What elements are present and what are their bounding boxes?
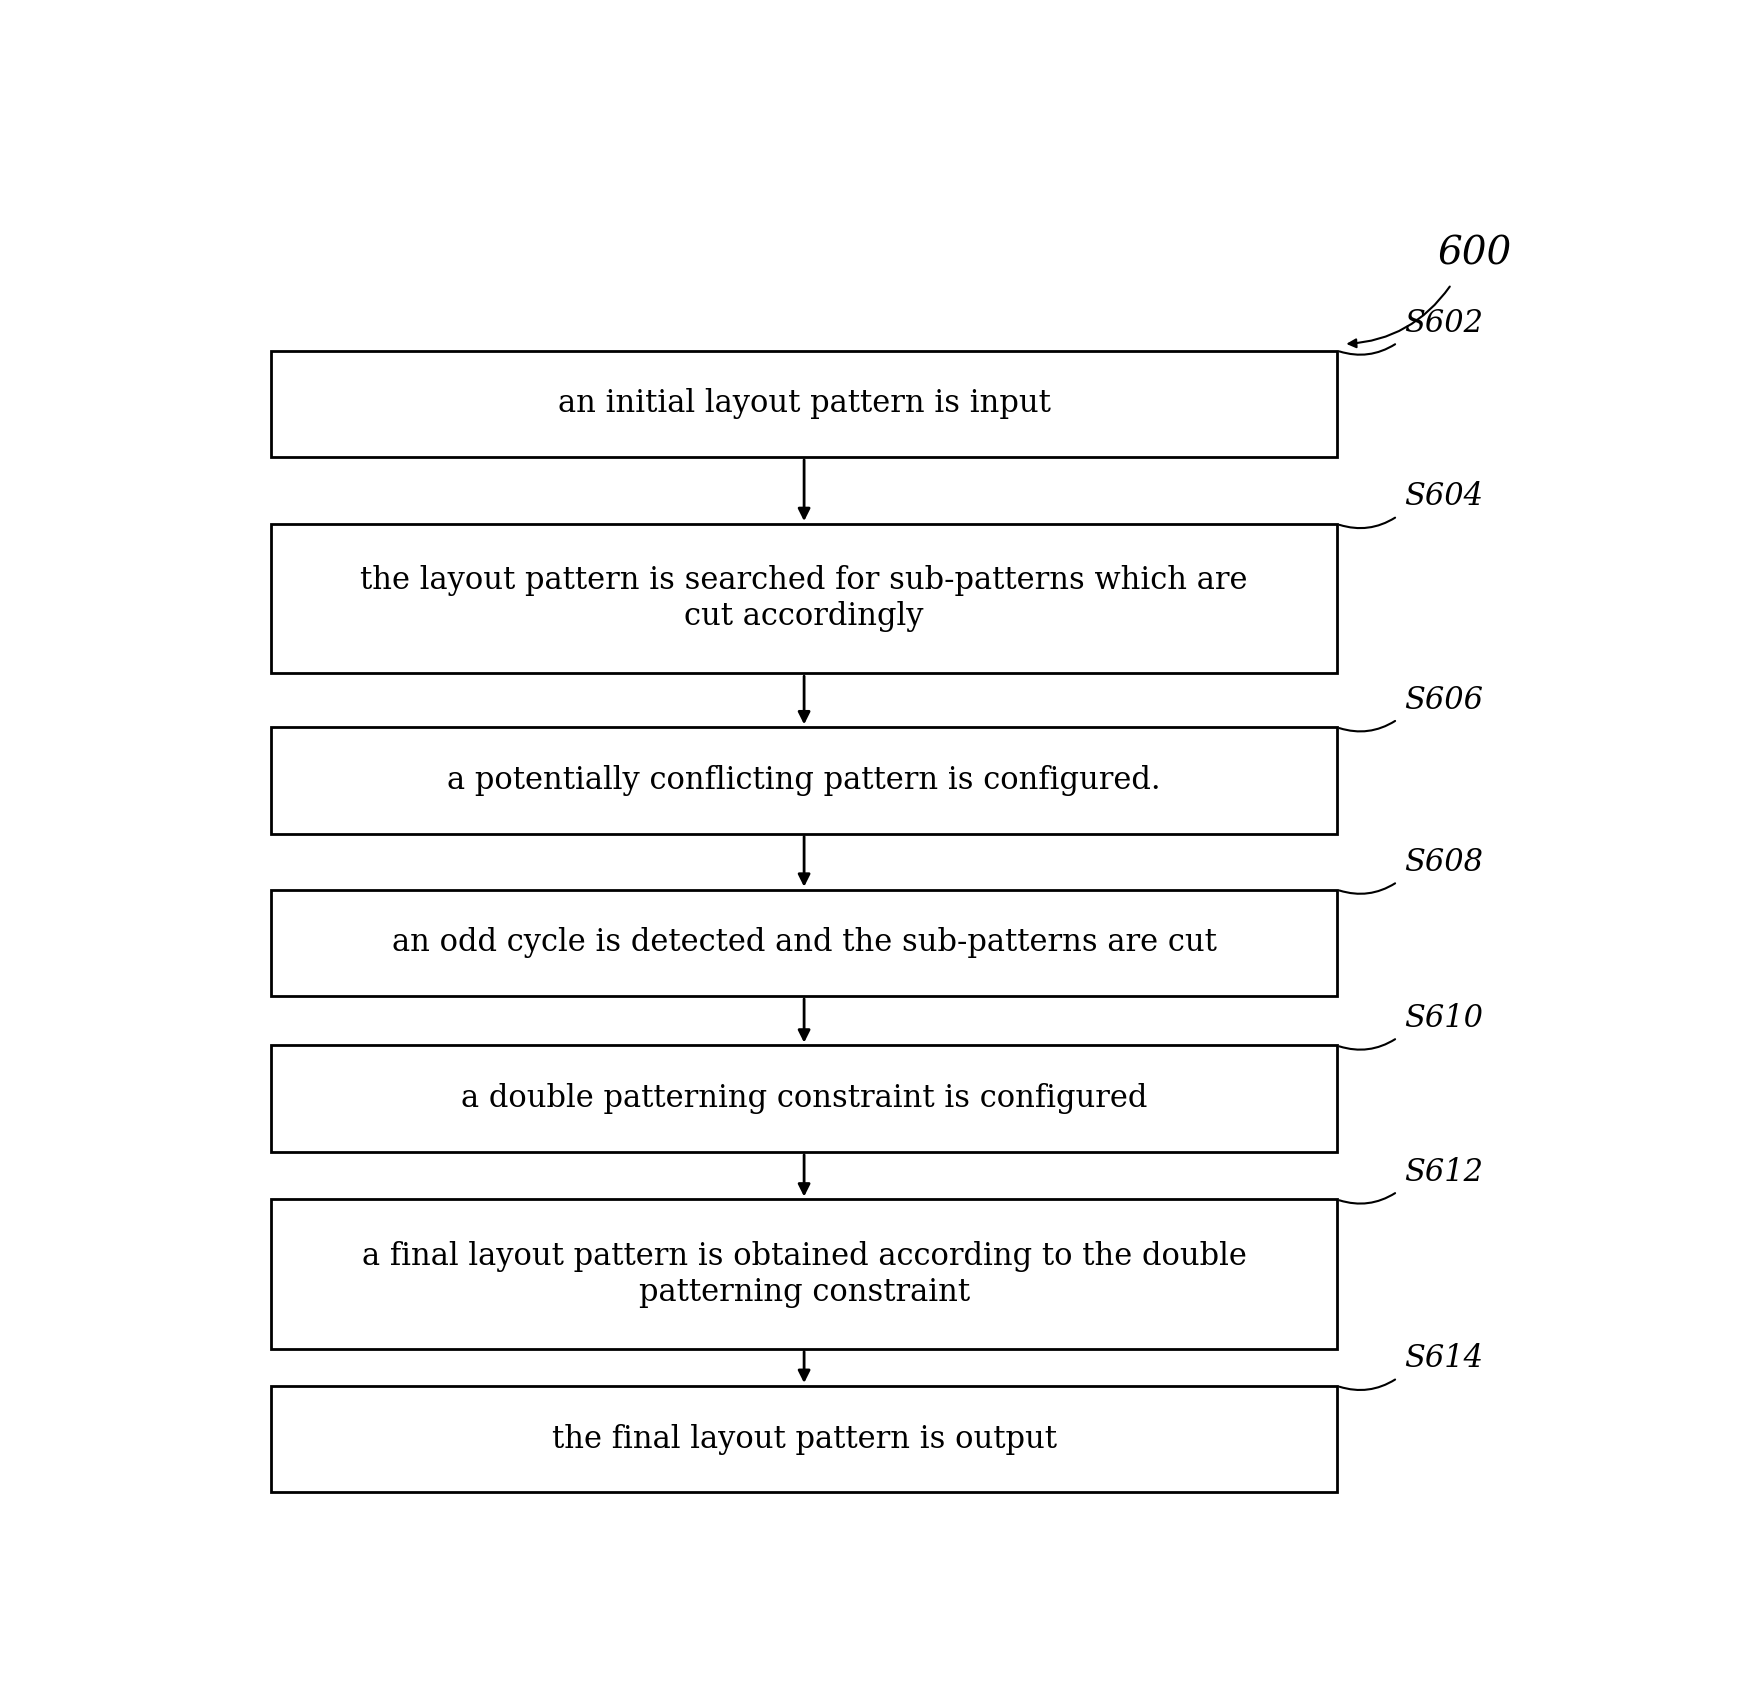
FancyArrowPatch shape (1339, 720, 1395, 732)
FancyArrowPatch shape (1339, 1380, 1395, 1390)
Text: S602: S602 (1403, 307, 1482, 339)
Text: S614: S614 (1403, 1343, 1482, 1375)
Bar (271, 525, 1336, 673)
Text: a potentially conflicting pattern is configured.: a potentially conflicting pattern is con… (447, 764, 1160, 796)
Text: an initial layout pattern is input: an initial layout pattern is input (556, 388, 1050, 420)
FancyArrowPatch shape (1339, 1193, 1395, 1203)
FancyArrowPatch shape (1339, 518, 1395, 528)
Bar (271, 1199, 1336, 1350)
Text: a double patterning constraint is configured: a double patterning constraint is config… (461, 1083, 1146, 1113)
FancyArrowPatch shape (1348, 287, 1449, 348)
Text: the final layout pattern is output: the final layout pattern is output (551, 1424, 1056, 1454)
Bar (271, 1046, 1336, 1152)
Text: a final layout pattern is obtained according to the double
patterning constraint: a final layout pattern is obtained accor… (362, 1240, 1245, 1307)
Text: S604: S604 (1403, 481, 1482, 513)
Text: S610: S610 (1403, 1002, 1482, 1034)
Text: S612: S612 (1403, 1157, 1482, 1188)
Text: an odd cycle is detected and the sub-patterns are cut: an odd cycle is detected and the sub-pat… (391, 928, 1216, 958)
Text: S606: S606 (1403, 685, 1482, 715)
Bar (271, 351, 1336, 457)
FancyArrowPatch shape (1339, 884, 1395, 894)
Bar (271, 889, 1336, 995)
FancyArrowPatch shape (1339, 1039, 1395, 1049)
Text: 600: 600 (1436, 236, 1511, 273)
Text: the layout pattern is searched for sub-patterns which are
cut accordingly: the layout pattern is searched for sub-p… (360, 565, 1247, 633)
FancyArrowPatch shape (1339, 344, 1395, 354)
Text: S608: S608 (1403, 847, 1482, 877)
Bar (271, 727, 1336, 833)
Bar (271, 1385, 1336, 1493)
